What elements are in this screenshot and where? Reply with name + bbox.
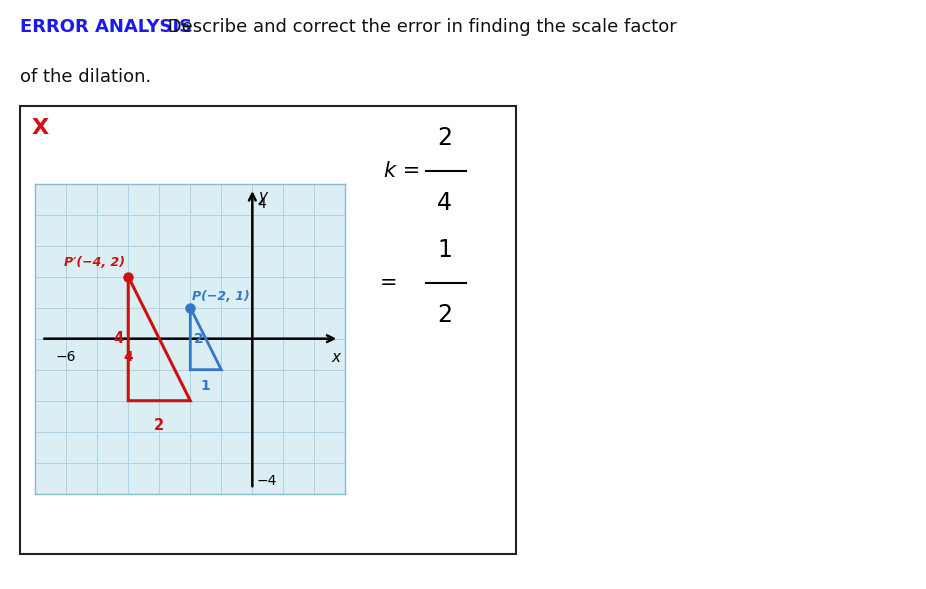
Text: 2: 2 bbox=[155, 418, 164, 433]
Text: k =: k = bbox=[384, 161, 420, 181]
Text: −4: −4 bbox=[257, 474, 278, 488]
Text: 2: 2 bbox=[437, 303, 452, 327]
Text: =: = bbox=[380, 273, 397, 293]
Text: 2: 2 bbox=[437, 127, 452, 150]
Text: 1: 1 bbox=[201, 379, 211, 393]
Text: P′(−4, 2): P′(−4, 2) bbox=[64, 256, 125, 269]
Text: P(−2, 1): P(−2, 1) bbox=[192, 290, 250, 303]
Text: ERROR ANALYSIS: ERROR ANALYSIS bbox=[20, 18, 193, 36]
Text: of the dilation.: of the dilation. bbox=[20, 68, 152, 86]
Text: x: x bbox=[332, 350, 341, 365]
Text: Describe and correct the error in finding the scale factor: Describe and correct the error in findin… bbox=[162, 18, 677, 36]
Text: 2: 2 bbox=[194, 332, 204, 346]
Text: 1: 1 bbox=[437, 239, 452, 262]
Text: 4: 4 bbox=[123, 349, 133, 363]
Text: 4: 4 bbox=[437, 191, 452, 215]
Text: y: y bbox=[258, 189, 267, 204]
Text: −6: −6 bbox=[56, 349, 77, 363]
Text: X: X bbox=[31, 118, 48, 138]
Text: 4: 4 bbox=[114, 331, 123, 346]
Text: 4: 4 bbox=[257, 197, 266, 211]
